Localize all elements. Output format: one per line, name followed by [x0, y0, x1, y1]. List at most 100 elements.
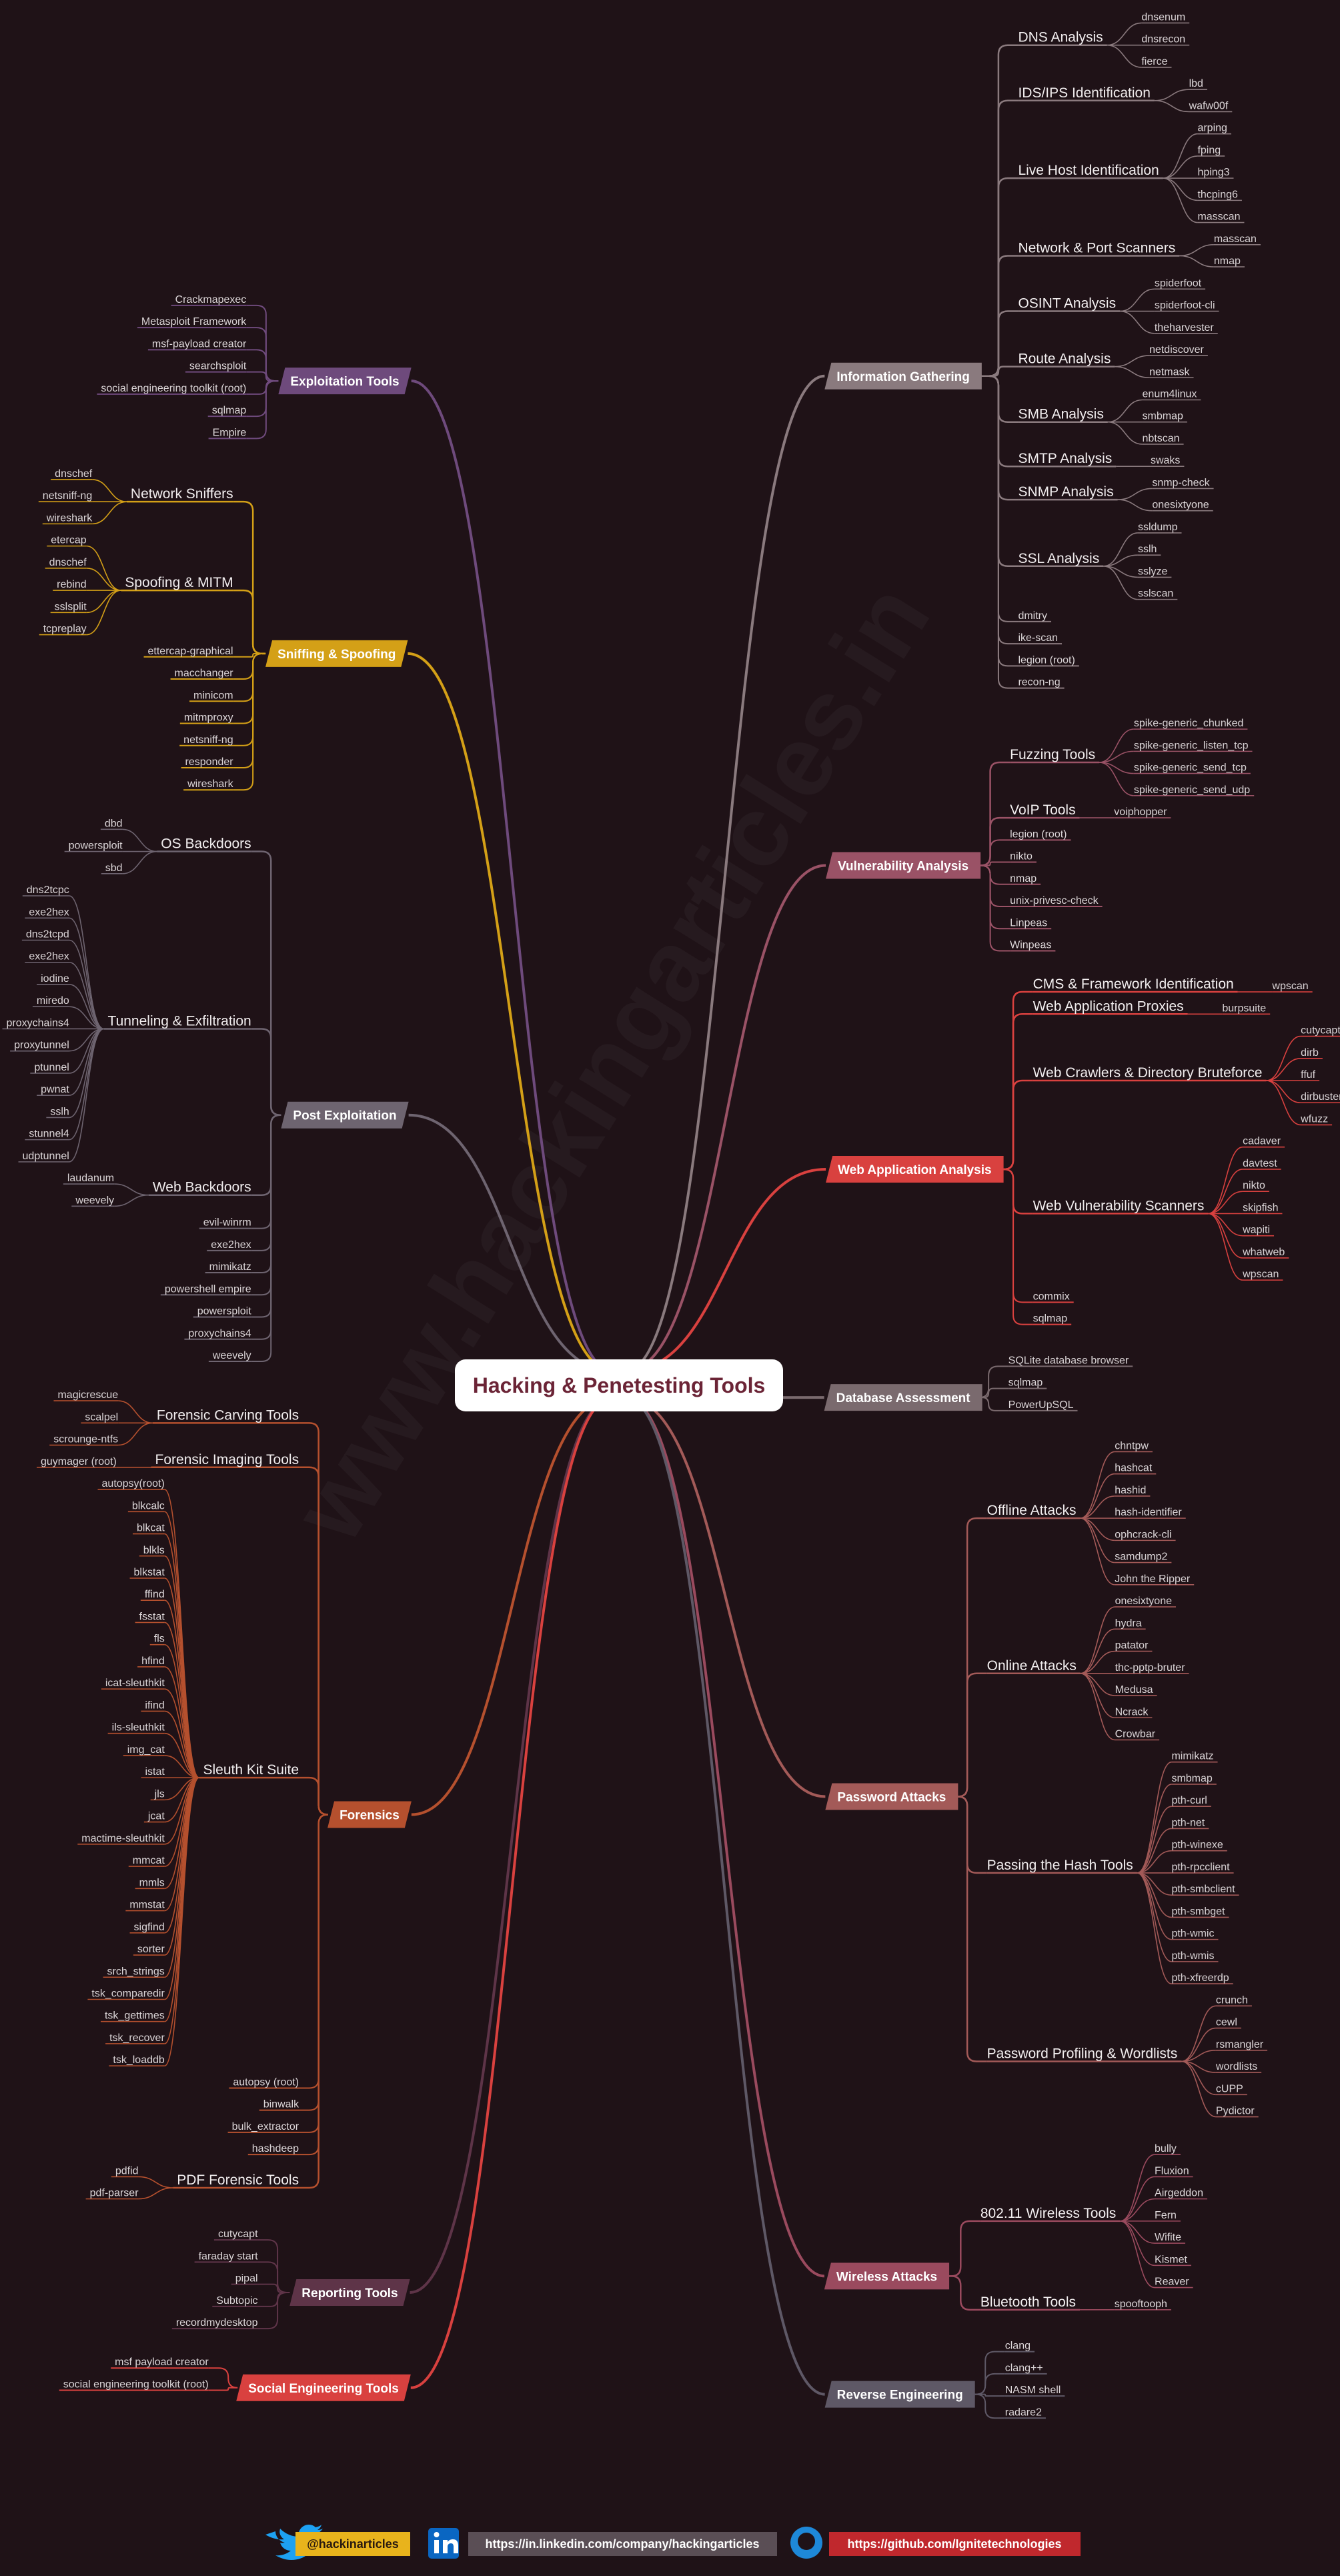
child-link: [981, 375, 1019, 689]
tool-label: netsniff-ng: [183, 734, 233, 746]
tool-label: blkcat: [137, 1523, 165, 1534]
tool-label: wpscan: [1242, 1269, 1279, 1280]
item-link: [164, 1777, 199, 1801]
branch-box: [824, 1384, 982, 1411]
group-label: DNS Analysis: [1018, 30, 1103, 45]
tool-label: pipal: [235, 2273, 258, 2285]
tool-label: Empire: [213, 427, 247, 438]
group-label: Live Host Identification: [1018, 163, 1159, 178]
tool-label: pwnat: [41, 1084, 69, 1095]
tool-label: Medusa: [1115, 1684, 1153, 1696]
tool-label: sslyze: [1138, 566, 1168, 577]
tool-label: smbmap: [1171, 1773, 1212, 1784]
tool-label: skipfish: [1243, 1202, 1278, 1213]
tool-label: hash-identifier: [1115, 1507, 1182, 1518]
tool-label: netdiscover: [1149, 344, 1204, 356]
tool-label: pth-wmis: [1171, 1950, 1214, 1962]
tool-label: scalpel: [85, 1411, 118, 1423]
tool-label: wireshark: [187, 778, 233, 790]
item-link: [69, 939, 104, 1030]
tool-label: Crackmapexec: [175, 294, 247, 305]
tool-label: tsk_comparedir: [91, 1988, 165, 1999]
tool-label: ptunnel: [34, 1062, 69, 1073]
linkedin-icon-n: [443, 2539, 458, 2553]
item-link: [86, 590, 121, 614]
item-link: [1115, 355, 1150, 368]
tool-label: img_cat: [127, 1744, 165, 1756]
tool-label: wpscan: [1271, 981, 1308, 992]
github-url[interactable]: https://github.com/Ignitetechnologies: [848, 2537, 1062, 2551]
tool-label: thcping6: [1197, 189, 1238, 200]
tool-label: Kismet: [1155, 2254, 1187, 2265]
tool-label: dirbuster: [1301, 1091, 1340, 1103]
tool-label: masscan: [1197, 211, 1240, 223]
child-link: [251, 1114, 281, 1363]
tool-label: fsstat: [139, 1611, 165, 1622]
tool-label: pth-rpcclient: [1171, 1862, 1230, 1873]
linkedin-box[interactable]: [468, 2532, 777, 2556]
item-link: [1154, 99, 1189, 113]
tool-label: macchanger: [175, 668, 234, 679]
item-link: [92, 479, 127, 502]
item-link: [1107, 44, 1142, 68]
item-link: [122, 828, 157, 852]
branch-box: [824, 2263, 950, 2290]
group-label: Online Attacks: [987, 1658, 1077, 1674]
tool-label: hashid: [1115, 1485, 1146, 1496]
item-link: [164, 1755, 199, 1778]
item-link: [138, 2176, 173, 2188]
child-link: [980, 861, 1011, 866]
tool-label: pth-xfreerdp: [1171, 1972, 1229, 1984]
tool-label: powershell empire: [165, 1283, 251, 1295]
tool-label: wapiti: [1242, 1225, 1270, 1236]
branch-link: [626, 374, 825, 1373]
group-label: 802.11 Wireless Tools: [980, 2206, 1117, 2221]
twitter-box[interactable]: [295, 2532, 410, 2556]
group-label: OS Backdoors: [161, 836, 251, 852]
linkedin-url[interactable]: https://in.linkedin.com/company/hackinga…: [485, 2537, 759, 2551]
item-link: [1163, 133, 1198, 179]
tool-label: wfuzz: [1300, 1113, 1328, 1125]
twitter-handle[interactable]: @hackinarticles: [307, 2537, 399, 2551]
branch-link: [411, 1396, 613, 1816]
child-link: [982, 1387, 1009, 1399]
tool-label: hping3: [1197, 167, 1229, 178]
tool-label: exe2hex: [211, 1239, 251, 1251]
tool-label: mactime-sleuthkit: [81, 1833, 165, 1844]
tool-label: unix-privesc-check: [1010, 895, 1099, 906]
item-link: [1107, 421, 1143, 445]
group-label: IDS/IPS Identification: [1018, 85, 1150, 101]
tool-label: tsk_recover: [109, 2032, 165, 2044]
tool-label: dirb: [1301, 1047, 1319, 1059]
github-box[interactable]: [829, 2532, 1081, 2556]
tool-label: stunnel4: [29, 1129, 69, 1140]
tool-label: spike-generic_send_tcp: [1134, 762, 1247, 774]
item-link: [1137, 1761, 1172, 1874]
tool-label: thc-pptp-bruter: [1115, 1662, 1186, 1674]
tool-label: tsk_loaddb: [113, 2054, 164, 2066]
branch-link: [626, 1396, 824, 2278]
tool-label: lbd: [1189, 78, 1203, 89]
tool-label: wafw00f: [1189, 100, 1229, 111]
item-link: [1080, 1495, 1115, 1519]
center-title: Hacking & Penetesting Tools: [473, 1373, 766, 1397]
group-label: Fuzzing Tools: [1010, 747, 1095, 762]
github-icon-cat: [798, 2533, 815, 2550]
tool-label: Crowbar: [1115, 1728, 1156, 1740]
tool-label: nikto: [1010, 851, 1033, 862]
tool-label: Ncrack: [1115, 1706, 1149, 1718]
item-link: [1208, 1146, 1243, 1215]
tool-label: ffuf: [1301, 1069, 1316, 1081]
tool-label: nbtscan: [1143, 433, 1180, 444]
tool-label: jcat: [147, 1811, 165, 1822]
tool-label: sslscan: [1138, 588, 1173, 600]
tool-label: recon-ng: [1018, 677, 1060, 688]
tool-label: social engineering toolkit (root): [101, 383, 246, 394]
item-link: [1103, 565, 1139, 600]
branch-box: [236, 2374, 411, 2401]
tool-label: ike-scan: [1018, 632, 1058, 644]
branch-link: [411, 380, 613, 1373]
group-label: SSL Analysis: [1018, 551, 1099, 566]
item-link: [1120, 2154, 1155, 2222]
group-label: Tunneling & Exfiltration: [108, 1013, 251, 1029]
